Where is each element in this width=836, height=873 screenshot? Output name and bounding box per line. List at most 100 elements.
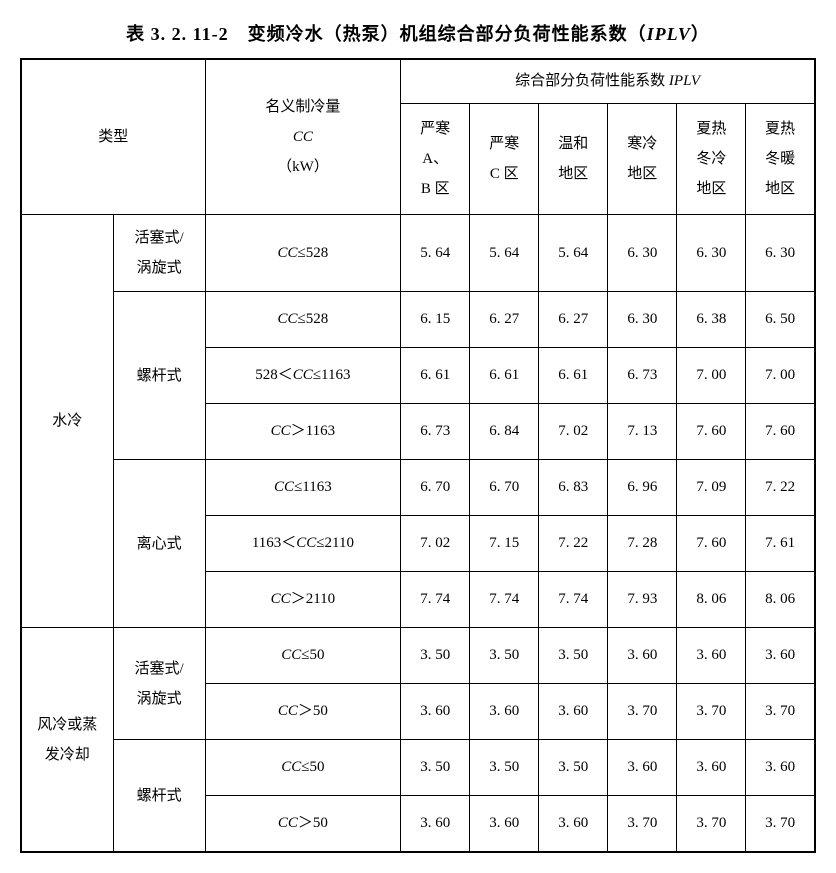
cc-italic: CC	[293, 129, 313, 145]
value-cell: 3. 60	[677, 740, 746, 796]
value-cell: 3. 60	[746, 628, 815, 684]
value-cell: 7. 02	[539, 404, 608, 460]
table-row: 螺杆式CC≤5286. 156. 276. 276. 306. 386. 50	[21, 292, 815, 348]
subgroup-cell: 螺杆式	[113, 740, 205, 853]
group-cell: 风冷或蒸发冷却	[21, 628, 113, 853]
value-cell: 3. 50	[401, 740, 470, 796]
value-cell: 6. 73	[401, 404, 470, 460]
value-cell: 3. 50	[539, 740, 608, 796]
table-caption: 表 3. 2. 11-2 变频冷水（热泵）机组综合部分负荷性能系数（IPLV）	[20, 20, 816, 46]
value-cell: 7. 74	[401, 572, 470, 628]
value-cell: 3. 50	[470, 628, 539, 684]
value-cell: 3. 60	[539, 684, 608, 740]
value-cell: 5. 64	[539, 215, 608, 292]
header-type: 类型	[21, 59, 205, 215]
region-5: 夏热冬暖地区	[746, 104, 815, 215]
value-cell: 6. 96	[608, 460, 677, 516]
table-row: 螺杆式CC≤503. 503. 503. 503. 603. 603. 60	[21, 740, 815, 796]
value-cell: 6. 30	[746, 215, 815, 292]
value-cell: 7. 00	[746, 348, 815, 404]
iplv-table: 类型 名义制冷量 CC （kW） 综合部分负荷性能系数 IPLV 严寒A、B 区…	[20, 58, 816, 853]
cc-cell: CC≤50	[205, 628, 401, 684]
cc-cell: CC≤528	[205, 215, 401, 292]
value-cell: 6. 73	[608, 348, 677, 404]
value-cell: 7. 22	[746, 460, 815, 516]
value-cell: 7. 28	[608, 516, 677, 572]
cc-cell: CC≤50	[205, 740, 401, 796]
value-cell: 3. 50	[401, 628, 470, 684]
value-cell: 7. 09	[677, 460, 746, 516]
value-cell: 6. 61	[401, 348, 470, 404]
subgroup-cell: 活塞式/涡旋式	[113, 628, 205, 740]
subgroup-cell: 离心式	[113, 460, 205, 628]
value-cell: 7. 60	[746, 404, 815, 460]
value-cell: 3. 60	[470, 796, 539, 853]
value-cell: 3. 70	[608, 684, 677, 740]
value-cell: 6. 27	[539, 292, 608, 348]
caption-iplv: IPLV	[647, 24, 691, 44]
value-cell: 7. 60	[677, 516, 746, 572]
value-cell: 7. 02	[401, 516, 470, 572]
cc-cell: CC≤1163	[205, 460, 401, 516]
header-cc: 名义制冷量 CC （kW）	[205, 59, 401, 215]
value-cell: 7. 74	[470, 572, 539, 628]
subgroup-cell: 螺杆式	[113, 292, 205, 460]
value-cell: 7. 60	[677, 404, 746, 460]
group-cell: 水冷	[21, 215, 113, 628]
value-cell: 3. 60	[608, 740, 677, 796]
value-cell: 6. 83	[539, 460, 608, 516]
value-cell: 7. 93	[608, 572, 677, 628]
value-cell: 3. 70	[746, 796, 815, 853]
value-cell: 6. 61	[470, 348, 539, 404]
cc-cell: 528＜CC≤1163	[205, 348, 401, 404]
value-cell: 8. 06	[677, 572, 746, 628]
value-cell: 5. 64	[401, 215, 470, 292]
value-cell: 8. 06	[746, 572, 815, 628]
value-cell: 3. 70	[746, 684, 815, 740]
cc-cell: CC＞50	[205, 684, 401, 740]
value-cell: 3. 60	[539, 796, 608, 853]
value-cell: 3. 60	[677, 628, 746, 684]
caption-suffix: ）	[691, 24, 710, 44]
value-cell: 7. 00	[677, 348, 746, 404]
value-cell: 6. 84	[470, 404, 539, 460]
value-cell: 6. 30	[677, 215, 746, 292]
table-row: 水冷活塞式/涡旋式CC≤5285. 645. 645. 646. 306. 30…	[21, 215, 815, 292]
value-cell: 3. 60	[746, 740, 815, 796]
value-cell: 7. 13	[608, 404, 677, 460]
cc-cell: CC≤528	[205, 292, 401, 348]
value-cell: 6. 15	[401, 292, 470, 348]
value-cell: 3. 70	[677, 684, 746, 740]
region-1: 严寒C 区	[470, 104, 539, 215]
cc-unit: （kW）	[277, 159, 329, 175]
value-cell: 3. 60	[401, 796, 470, 853]
value-cell: 3. 50	[539, 628, 608, 684]
value-cell: 5. 64	[470, 215, 539, 292]
value-cell: 6. 50	[746, 292, 815, 348]
value-cell: 7. 74	[539, 572, 608, 628]
value-cell: 6. 27	[470, 292, 539, 348]
value-cell: 3. 50	[470, 740, 539, 796]
cc-line1: 名义制冷量	[265, 99, 340, 115]
region-2: 温和地区	[539, 104, 608, 215]
value-cell: 6. 70	[470, 460, 539, 516]
region-4: 夏热冬冷地区	[677, 104, 746, 215]
value-cell: 3. 60	[401, 684, 470, 740]
region-3: 寒冷地区	[608, 104, 677, 215]
value-cell: 7. 61	[746, 516, 815, 572]
value-cell: 6. 70	[401, 460, 470, 516]
header-row-1: 类型 名义制冷量 CC （kW） 综合部分负荷性能系数 IPLV	[21, 59, 815, 104]
region-0: 严寒A、B 区	[401, 104, 470, 215]
value-cell: 7. 15	[470, 516, 539, 572]
cc-cell: 1163＜CC≤2110	[205, 516, 401, 572]
cc-cell: CC＞1163	[205, 404, 401, 460]
header-iplv: 综合部分负荷性能系数 IPLV	[401, 59, 815, 104]
iplv-prefix: 综合部分负荷性能系数	[515, 73, 669, 89]
value-cell: 6. 30	[608, 215, 677, 292]
iplv-italic: IPLV	[669, 73, 700, 89]
cc-cell: CC＞50	[205, 796, 401, 853]
value-cell: 3. 70	[677, 796, 746, 853]
value-cell: 6. 38	[677, 292, 746, 348]
cc-cell: CC＞2110	[205, 572, 401, 628]
value-cell: 3. 60	[470, 684, 539, 740]
